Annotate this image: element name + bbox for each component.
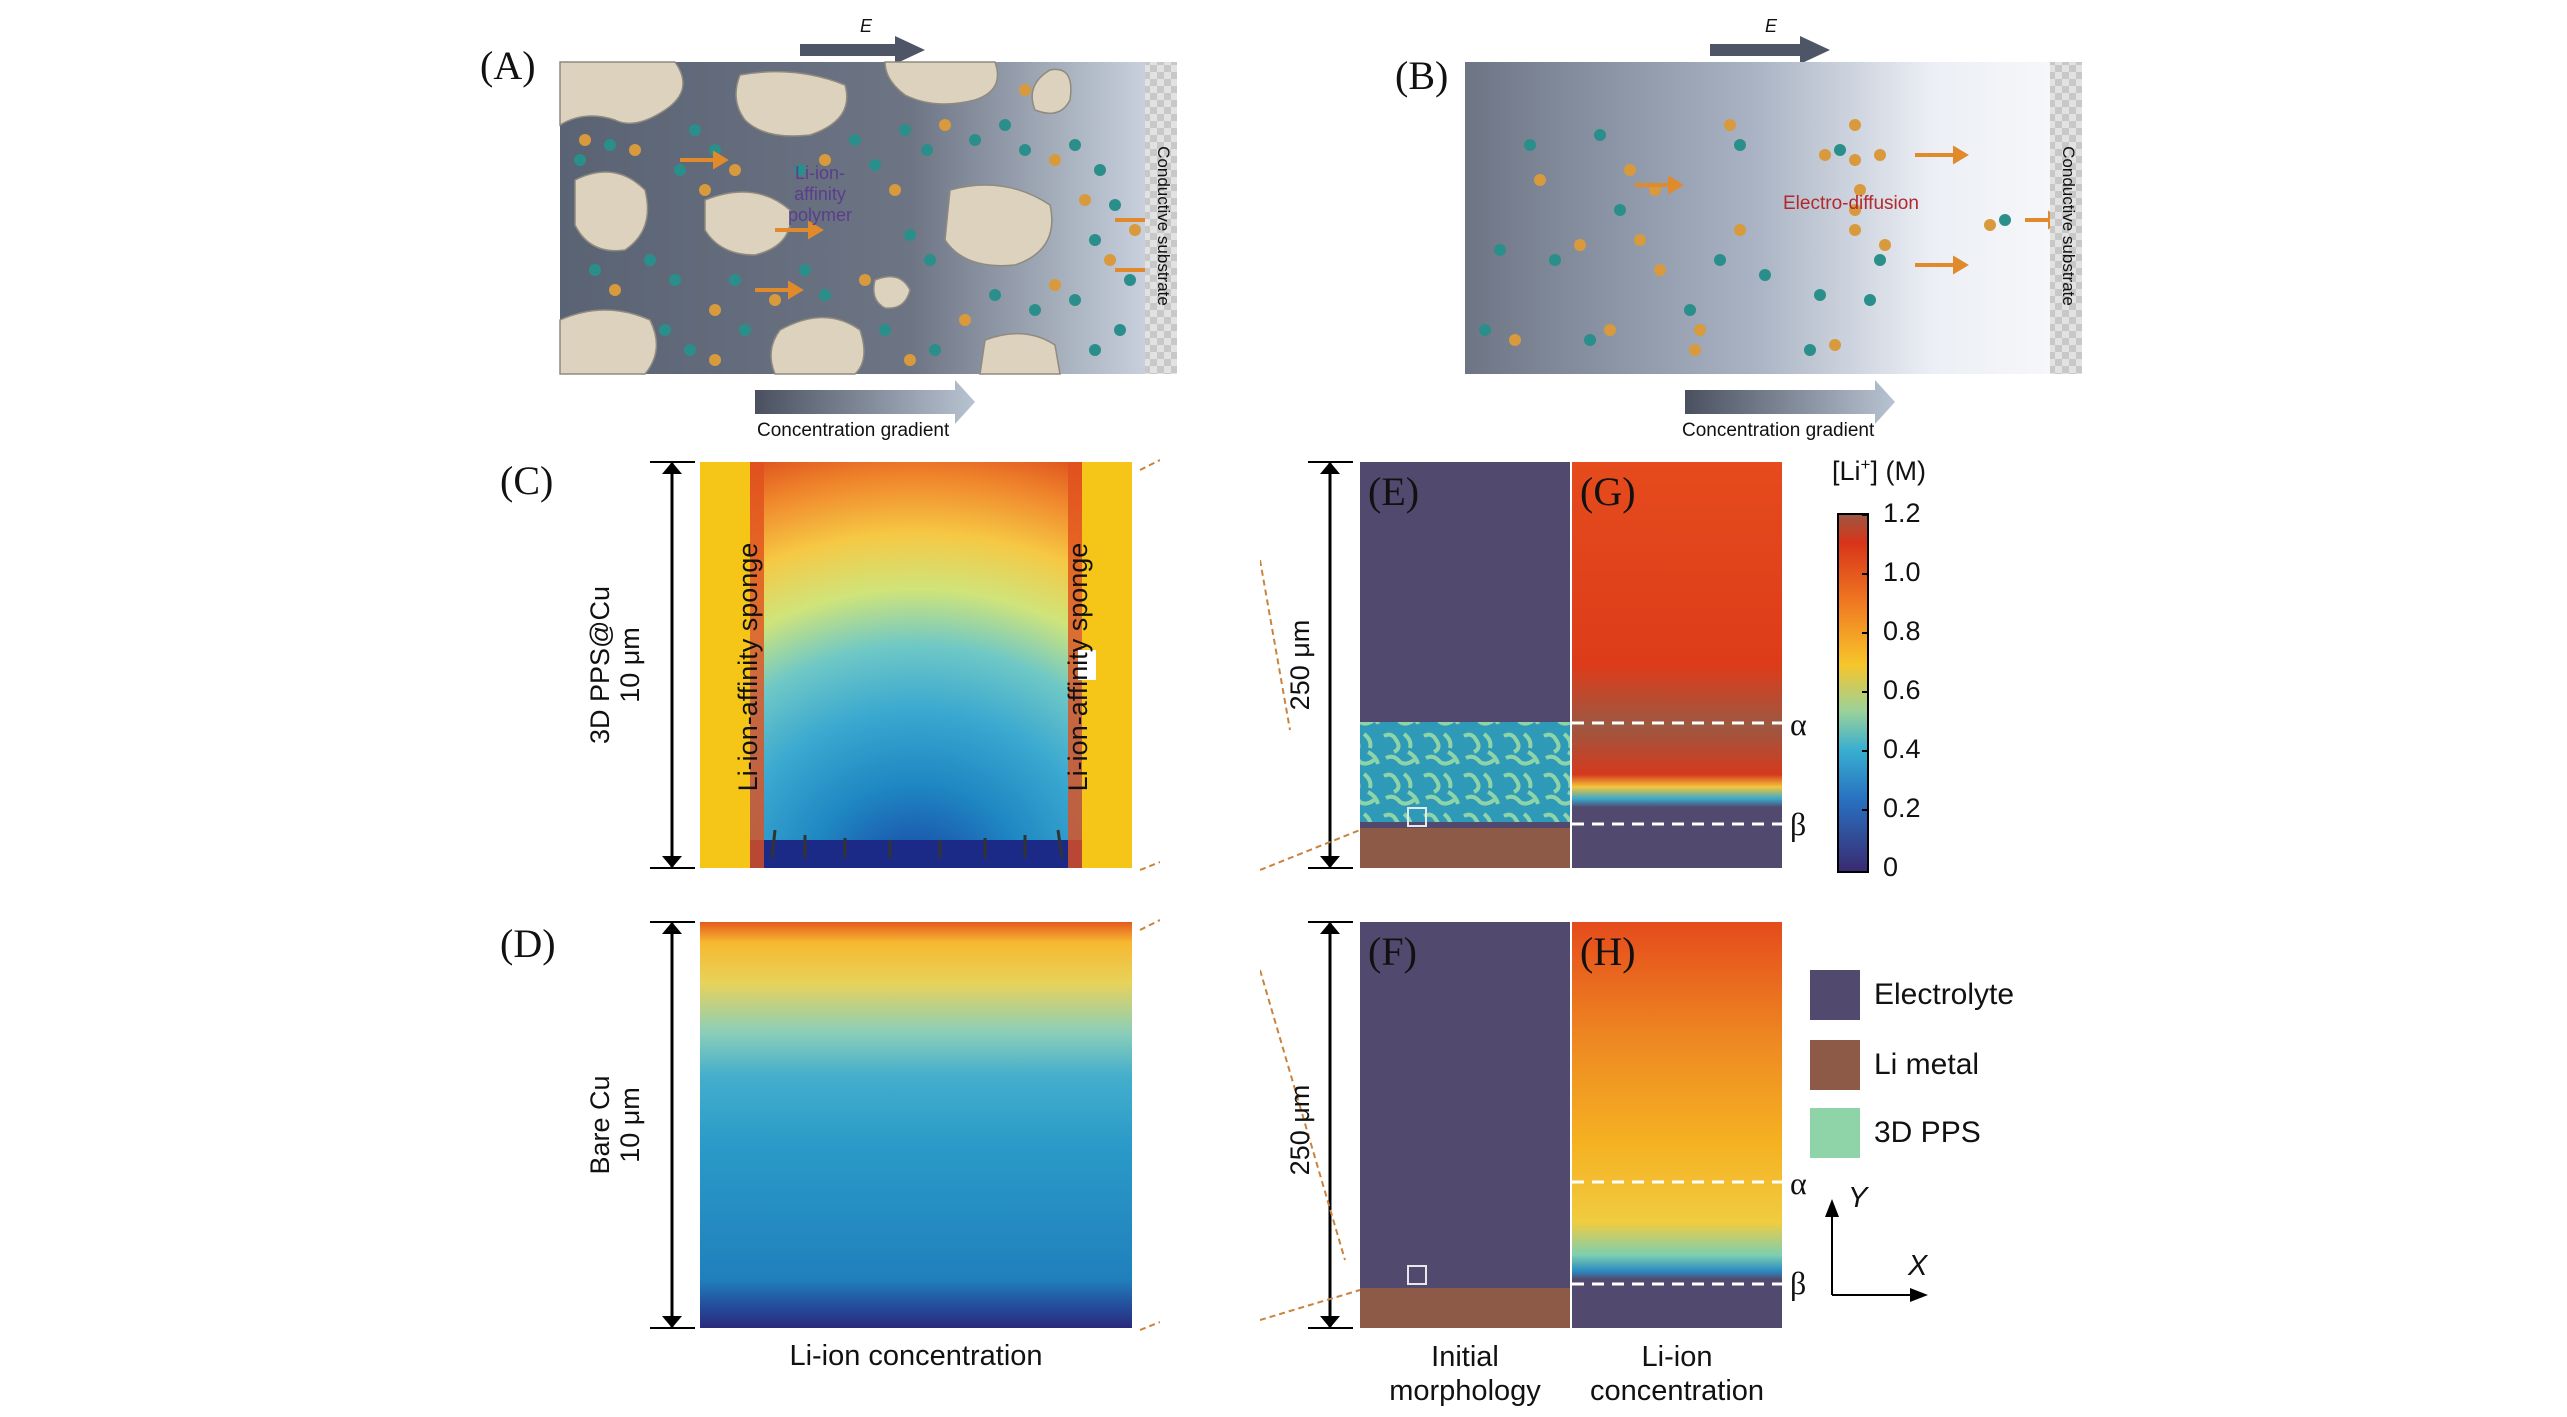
legend-label-li-metal: Li metal	[1874, 1048, 1980, 1081]
field-label-b: E	[1765, 16, 1778, 36]
axes-indicator	[1825, 1199, 1928, 1302]
panel-c-plot	[650, 459, 1160, 871]
axis-label-c-1: 3D PPS@Cu	[585, 586, 615, 744]
gradient-arrow-a	[755, 380, 975, 424]
colorbar-tick: 1.0	[1883, 557, 1921, 587]
panel-a-illustration	[559, 36, 1177, 424]
colorbar-tick: 0.4	[1883, 734, 1921, 764]
alpha-label-g: α	[1790, 706, 1807, 742]
legend-swatch-li-metal	[1810, 1040, 1860, 1090]
panel-label-g: (G)	[1580, 469, 1636, 514]
gradient-label-b: Concentration gradient	[1682, 420, 1875, 441]
li-metal-e	[1360, 828, 1570, 868]
legend-label-3d-pps: 3D PPS	[1874, 1116, 1981, 1149]
polymer-label: Li-ion-affinity polymer	[787, 163, 853, 225]
sponge-label-right: Li-ion-affinity sponge	[1063, 542, 1093, 792]
concentration-map-d	[700, 922, 1132, 1328]
colorbar-tick: 0.8	[1883, 616, 1921, 646]
colorbar-tick: 0.2	[1883, 793, 1921, 823]
panel-label-d: (D)	[500, 921, 556, 966]
colorbar-tick: 1.2	[1883, 498, 1921, 528]
gradient-label-a: Concentration gradient	[757, 420, 950, 441]
panel-d-plot	[650, 919, 1160, 1331]
colorbar-tick: 0	[1883, 852, 1899, 882]
axis-x-label: X	[1908, 1250, 1928, 1282]
scale-label-f: 250 μm	[1285, 1084, 1315, 1176]
panel-label-c: (C)	[500, 458, 554, 503]
beta-label-g: β	[1790, 806, 1807, 842]
concentration-map-c	[700, 462, 1132, 868]
substrate-a	[1145, 62, 1177, 374]
panel-label-a: (A)	[480, 43, 536, 88]
alpha-label-h: α	[1790, 1165, 1807, 1201]
gradient-arrow-b	[1685, 380, 1895, 424]
pps-region-e	[1360, 722, 1570, 822]
concentration-map-g	[1572, 462, 1782, 868]
panel-fh-plot	[1260, 921, 1782, 1329]
bottom-label-d: Li-ion concentration	[789, 1340, 1043, 1372]
colorbar-tick: 0.6	[1883, 675, 1921, 705]
panel-eg-plot	[1260, 461, 1782, 871]
substrate-label-b: Conductive substrate	[2059, 146, 2078, 306]
concentration-map-h	[1572, 922, 1782, 1328]
substrate-b	[2050, 62, 2082, 374]
sponge-label-left: Li-ion-affinity sponge	[733, 542, 763, 792]
scale-label-e: 250 μm	[1285, 619, 1315, 711]
li-metal-f	[1360, 1288, 1570, 1328]
axis-label-c-2: 10 μm	[615, 627, 645, 703]
sponge-left	[700, 462, 750, 868]
panel-label-h: (H)	[1580, 929, 1636, 974]
legend-swatch-electrolyte	[1810, 970, 1860, 1020]
beta-label-h: β	[1790, 1265, 1807, 1301]
column-label-morphology: Initial morphology	[1389, 1341, 1541, 1407]
diffusion-label: Electro-diffusion	[1783, 193, 1919, 214]
axis-y-label: Y	[1848, 1182, 1868, 1214]
electrolyte-region-b	[1465, 62, 2050, 374]
substrate-label-a: Conductive substrate	[1154, 146, 1173, 306]
field-arrow-a	[800, 36, 925, 64]
panel-label-b: (B)	[1395, 53, 1449, 98]
panel-label-e: (E)	[1368, 469, 1420, 514]
colorbar-title: [Li+] (M)	[1832, 455, 1926, 486]
panel-label-f: (F)	[1368, 929, 1417, 974]
axis-label-d-2: 10 μm	[615, 1087, 645, 1163]
field-label-a: E	[860, 16, 873, 36]
field-arrow-b	[1710, 36, 1830, 64]
colorbar	[1837, 513, 1869, 873]
legend-label-electrolyte: Electrolyte	[1874, 978, 2015, 1011]
axis-label-d-1: Bare Cu	[585, 1075, 615, 1175]
legend-swatch-3d-pps	[1810, 1108, 1860, 1158]
panel-b-illustration	[1465, 36, 2082, 424]
column-label-concentration: Li-ion concentration	[1589, 1341, 1765, 1407]
morphology-f	[1360, 922, 1570, 1328]
